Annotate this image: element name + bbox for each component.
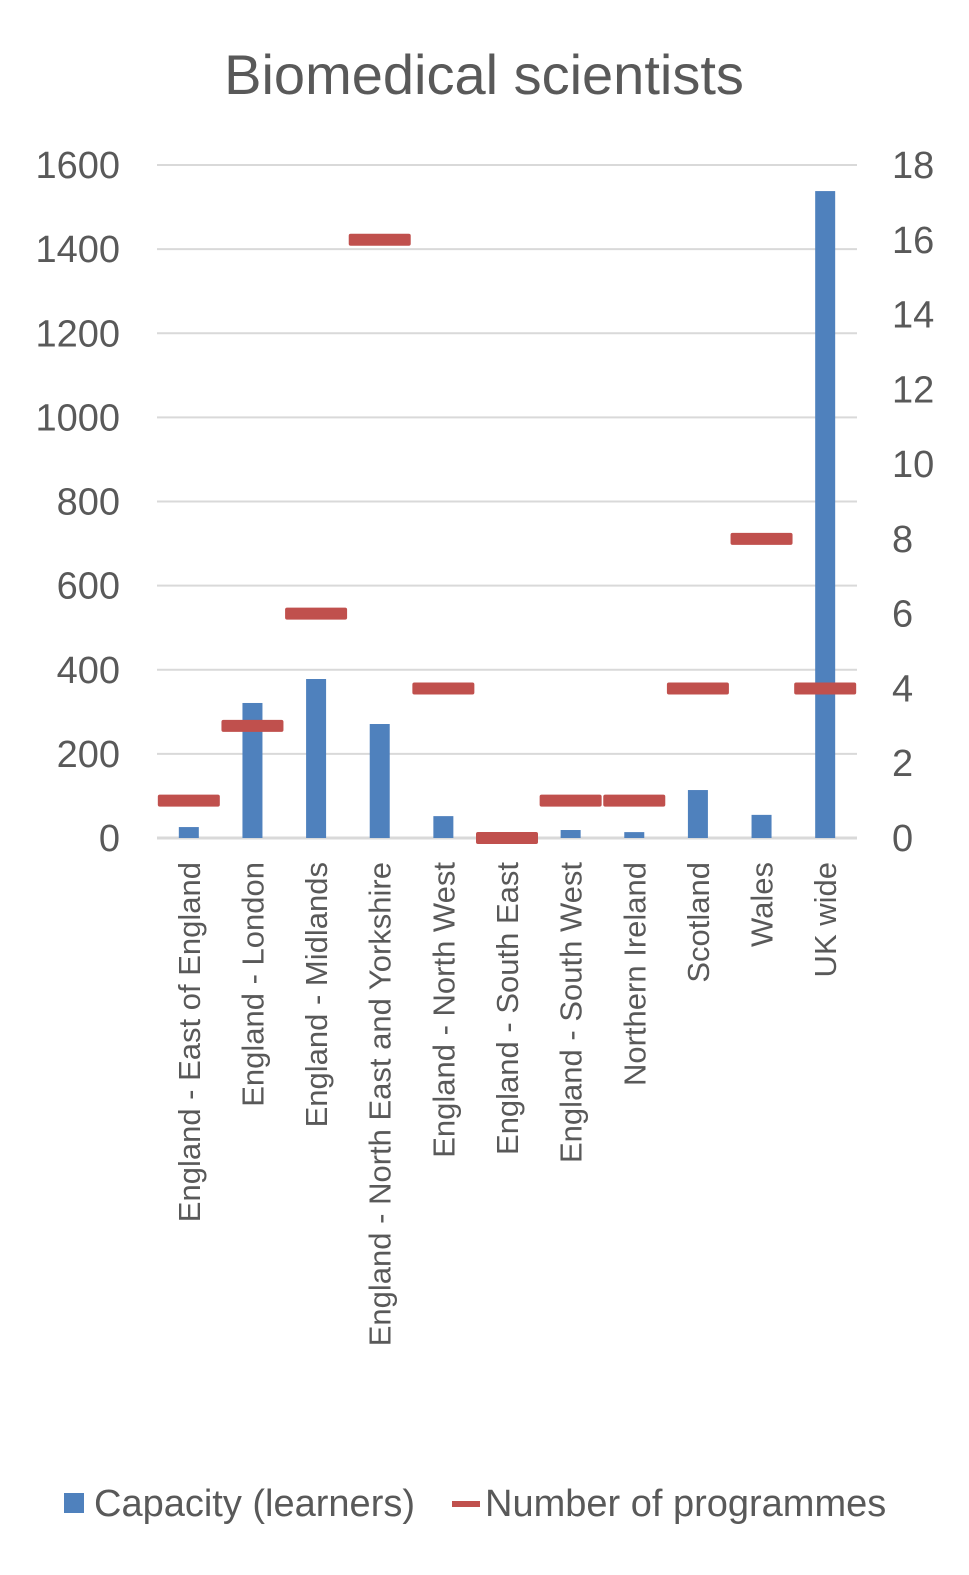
capacity-bar [815,191,836,839]
y-tick-label: 1000 [35,397,120,439]
y2-tick-label: 10 [892,444,934,486]
y-tick-label: 800 [57,482,120,524]
programmes-marker [730,532,793,545]
capacity-bar [687,790,708,838]
category-label: England - East of England [172,862,207,1222]
y2-tick-label: 4 [892,668,913,710]
y2-tick-label: 8 [892,519,913,561]
legend-capacity-label: Capacity (learners) [94,1483,415,1525]
category-label: UK wide [808,862,843,977]
y-tick-label: 400 [57,650,120,692]
y2-tick-label: 18 [892,145,934,187]
programmes-marker [603,794,666,807]
y-tick-label: 0 [99,818,120,860]
programmes-marker [157,794,220,807]
programmes-marker [412,682,475,695]
capacity-bar [178,827,199,838]
programmes-marker [794,682,857,695]
category-label: England - North East and Yorkshire [363,862,398,1346]
category-label: England - London [235,862,270,1107]
category-label: England - South West [554,862,589,1163]
y2-tick-label: 2 [892,743,913,785]
capacity-bar [433,816,454,838]
capacity-bar [306,679,327,838]
category-label: Northern Ireland [617,862,652,1086]
y-tick-label: 1600 [35,145,120,187]
category-label: Wales [745,862,780,947]
y-tick-label: 200 [57,734,120,776]
y-tick-label: 1200 [35,313,120,355]
legend-programmes-swatch [452,1501,480,1507]
programmes-marker [666,682,729,695]
category-label: England - North West [426,862,461,1158]
capacity-bar [751,814,772,838]
capacity-bar [369,724,390,838]
y-tick-label: 1400 [35,229,120,271]
chart-title: Biomedical scientists [224,43,744,106]
y-tick-label: 600 [57,566,120,608]
y2-tick-label: 0 [892,818,913,860]
category-label: Scotland [681,862,716,983]
programmes-marker [476,832,538,844]
capacity-bar [242,702,263,838]
y2-tick-label: 12 [892,369,934,411]
programmes-marker [285,607,348,620]
y2-tick-label: 14 [892,295,934,337]
y2-tick-label: 16 [892,220,934,262]
programmes-marker [539,794,602,807]
capacity-bar [624,832,645,838]
programmes-marker [348,233,411,246]
legend-capacity-swatch [64,1493,84,1513]
capacity-bar [560,830,581,838]
category-label: England - Midlands [299,862,334,1127]
y2-tick-label: 6 [892,594,913,636]
category-label: England - South East [490,862,525,1155]
programmes-marker [221,719,284,732]
legend-programmes-label: Number of programmes [485,1483,886,1525]
